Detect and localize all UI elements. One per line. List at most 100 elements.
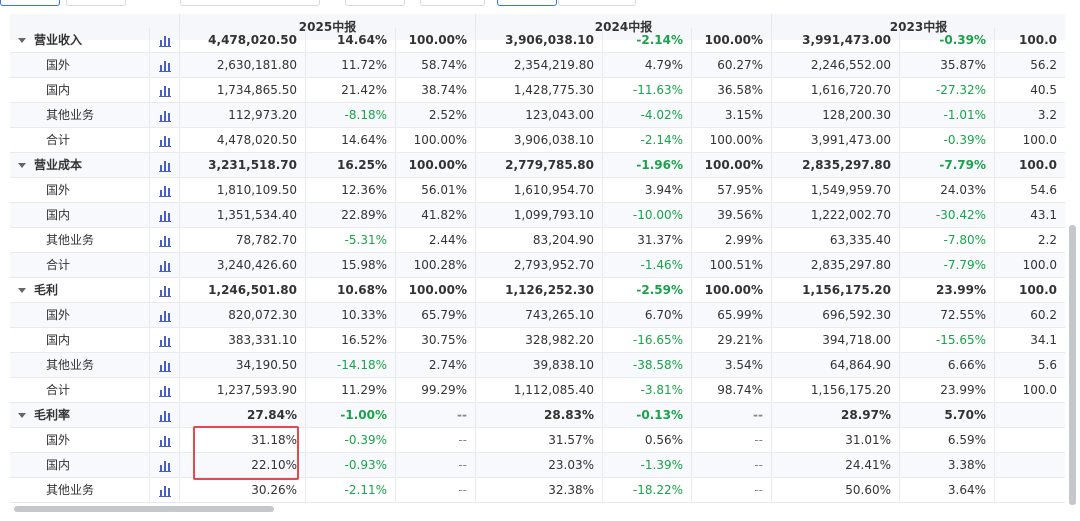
chart-icon-cell[interactable] xyxy=(150,378,180,403)
bar-chart-icon[interactable] xyxy=(158,135,171,147)
toolbar-button[interactable] xyxy=(66,0,126,6)
bar-chart-icon[interactable] xyxy=(158,310,171,322)
bar-chart-icon[interactable] xyxy=(158,360,171,372)
bar-chart-icon[interactable] xyxy=(158,285,171,297)
value-cell: 100.0 xyxy=(1019,33,1057,47)
chart-icon-cell[interactable] xyxy=(150,353,180,378)
chart-icon-cell[interactable] xyxy=(150,328,180,353)
bar-chart-icon[interactable] xyxy=(158,210,171,222)
bar-chart-icon[interactable] xyxy=(158,485,171,497)
table-row[interactable]: 合计 4,478,020.50 14.64% 100.00% 3,906,038.10-… xyxy=(10,128,1065,153)
column-header-2024[interactable]: 2024中报 xyxy=(476,14,772,40)
value-cell: 83,204.90 xyxy=(476,228,603,253)
toolbar-toggle[interactable] xyxy=(497,0,557,6)
chart-icon-cell[interactable] xyxy=(150,153,180,178)
toolbar-toggle[interactable] xyxy=(558,0,636,6)
table-row[interactable]: 国内 1,734,865.50 21.42% 38.74% 1,428,775.30 -1… xyxy=(10,78,1065,103)
row-name-cell: 国外 xyxy=(10,428,150,453)
caret-down-icon[interactable] xyxy=(18,163,26,168)
table-row[interactable]: 国内 1,351,534.40 22.89% 41.82% 1,099,793.10 -1… xyxy=(10,203,1065,228)
table-row[interactable]: 其他业务 78,782.70 -5.31% 2.44% 83,204.90 31.37% 2… xyxy=(10,228,1065,253)
table-row[interactable]: 合计 1,237,593.90 11.29% 99.29% 1,112,085.40 -3… xyxy=(10,378,1065,403)
caret-down-icon[interactable] xyxy=(18,38,26,43)
value-cell: 56.2 xyxy=(1030,58,1057,72)
row-name-cell[interactable]: 营业成本 xyxy=(10,153,150,178)
table-row[interactable]: 国外 31.18% -0.39% -- 31.57% 0.56% -- 31.01% 6.59% xyxy=(10,428,1065,453)
table-row[interactable]: 其他业务 30.26% -2.11% -- 32.38% -18.22% -- 50.60% 3… xyxy=(10,478,1065,503)
value-cell xyxy=(995,403,1065,428)
value-cell: 23.99% xyxy=(900,378,995,403)
table-row[interactable]: 其他业务 34,190.50 -14.18% 2.74% 39,838.10 -38.58… xyxy=(10,353,1065,378)
row-name-cell[interactable]: 营业收入 xyxy=(10,28,150,53)
chart-icon-cell[interactable] xyxy=(150,28,180,53)
row-name-cell: 合计 xyxy=(10,128,150,153)
chart-icon-cell[interactable] xyxy=(150,278,180,303)
chart-icon-cell[interactable] xyxy=(150,403,180,428)
table-row[interactable]: 国外 2,630,181.80 11.72% 58.74% 2,354,219.80 4.… xyxy=(10,53,1065,78)
value-cell xyxy=(995,453,1065,478)
row-name-cell[interactable]: 毛利率 xyxy=(10,403,150,428)
bar-chart-icon[interactable] xyxy=(158,110,171,122)
table-row[interactable]: 合计 3,240,426.60 15.98% 100.28% 2,793,952.70-… xyxy=(10,253,1065,278)
chart-icon-cell[interactable] xyxy=(150,178,180,203)
row-name-cell: 国外 xyxy=(10,303,150,328)
bar-chart-icon[interactable] xyxy=(158,85,171,97)
toolbar-button[interactable] xyxy=(0,0,60,6)
bar-chart-icon[interactable] xyxy=(158,260,171,272)
table-row[interactable]: 国外 820,072.30 10.33% 65.79% 743,265.10 6.70% 6… xyxy=(10,303,1065,328)
chart-icon-cell[interactable] xyxy=(150,253,180,278)
value-cell: 100.00% xyxy=(396,28,476,53)
chart-icon-cell[interactable] xyxy=(150,53,180,78)
chart-icon-cell[interactable] xyxy=(150,228,180,253)
table-group-row[interactable]: 营业成本 3,231,518.70 16.25% 100.00% 2,779,785.8… xyxy=(10,153,1065,178)
table-group-row[interactable]: 营业收入 4,478,020.50 14.64% 100.00% 3,906,038.1… xyxy=(10,28,1065,53)
vertical-scrollbar[interactable] xyxy=(1069,225,1076,505)
value-cell: 22.89% xyxy=(306,203,396,228)
bar-chart-icon[interactable] xyxy=(158,235,171,247)
value-cell: 57.95% xyxy=(692,178,772,203)
bar-chart-icon[interactable] xyxy=(158,460,171,472)
row-name-cell[interactable]: 毛利 xyxy=(10,278,150,303)
bar-chart-icon[interactable] xyxy=(158,35,171,47)
chart-icon-cell[interactable] xyxy=(150,428,180,453)
row-label: 国外 xyxy=(46,433,71,447)
bar-chart-icon[interactable] xyxy=(158,335,171,347)
value-cell: 696,592.30 xyxy=(772,303,900,328)
toolbar-select[interactable] xyxy=(180,0,320,6)
bar-chart-icon[interactable] xyxy=(158,385,171,397)
chart-icon-cell[interactable] xyxy=(150,303,180,328)
caret-down-icon[interactable] xyxy=(18,413,26,418)
table-group-row[interactable]: 毛利 1,246,501.80 10.68% 100.00% 1,126,252.30-… xyxy=(10,278,1065,303)
caret-down-icon[interactable] xyxy=(18,288,26,293)
table-group-row[interactable]: 毛利率 27.84% -1.00% -- 28.83% -0.13% -- 28.97% 5.7… xyxy=(10,403,1065,428)
value-cell: -- xyxy=(692,428,772,453)
bar-chart-icon[interactable] xyxy=(158,410,171,422)
chart-icon-cell[interactable] xyxy=(150,103,180,128)
value-cell: 31.01% xyxy=(772,428,900,453)
chart-icon-cell[interactable] xyxy=(150,78,180,103)
chart-icon-cell[interactable] xyxy=(150,128,180,153)
bar-chart-icon[interactable] xyxy=(158,160,171,172)
column-header-2023[interactable]: 2023中报 xyxy=(889,20,948,34)
bar-chart-icon[interactable] xyxy=(158,185,171,197)
column-header-2025[interactable]: 2025中报 xyxy=(180,14,476,40)
toolbar-select[interactable] xyxy=(420,0,485,6)
row-label: 国内 xyxy=(46,83,71,97)
chart-icon-cell[interactable] xyxy=(150,203,180,228)
table-row[interactable]: 其他业务 112,973.20 -8.18% 2.52% 123,043.00 -4.02… xyxy=(10,103,1065,128)
table-row[interactable]: 国内 383,331.10 16.52% 30.75% 328,982.20 -16.65… xyxy=(10,328,1065,353)
toolbar-select[interactable] xyxy=(345,0,405,6)
table-row[interactable]: 国外 1,810,109.50 12.36% 56.01% 1,610,954.70 3.… xyxy=(10,178,1065,203)
bar-chart-icon[interactable] xyxy=(158,435,171,447)
value-cell: 78,782.70 xyxy=(180,228,306,253)
value-cell: 10.33% xyxy=(306,303,396,328)
chart-icon-cell[interactable] xyxy=(150,478,180,503)
horizontal-scrollbar[interactable] xyxy=(14,506,274,512)
table-row[interactable]: 国内 22.10% -0.93% -- 23.03% -1.39% -- 24.41% 3.38… xyxy=(10,453,1065,478)
value-cell: -4.02% xyxy=(603,103,692,128)
bar-chart-icon[interactable] xyxy=(158,60,171,72)
value-cell: 58.74% xyxy=(396,53,476,78)
row-label: 合计 xyxy=(46,383,71,397)
value-cell: 3,906,038.10 xyxy=(476,128,603,153)
chart-icon-cell[interactable] xyxy=(150,453,180,478)
